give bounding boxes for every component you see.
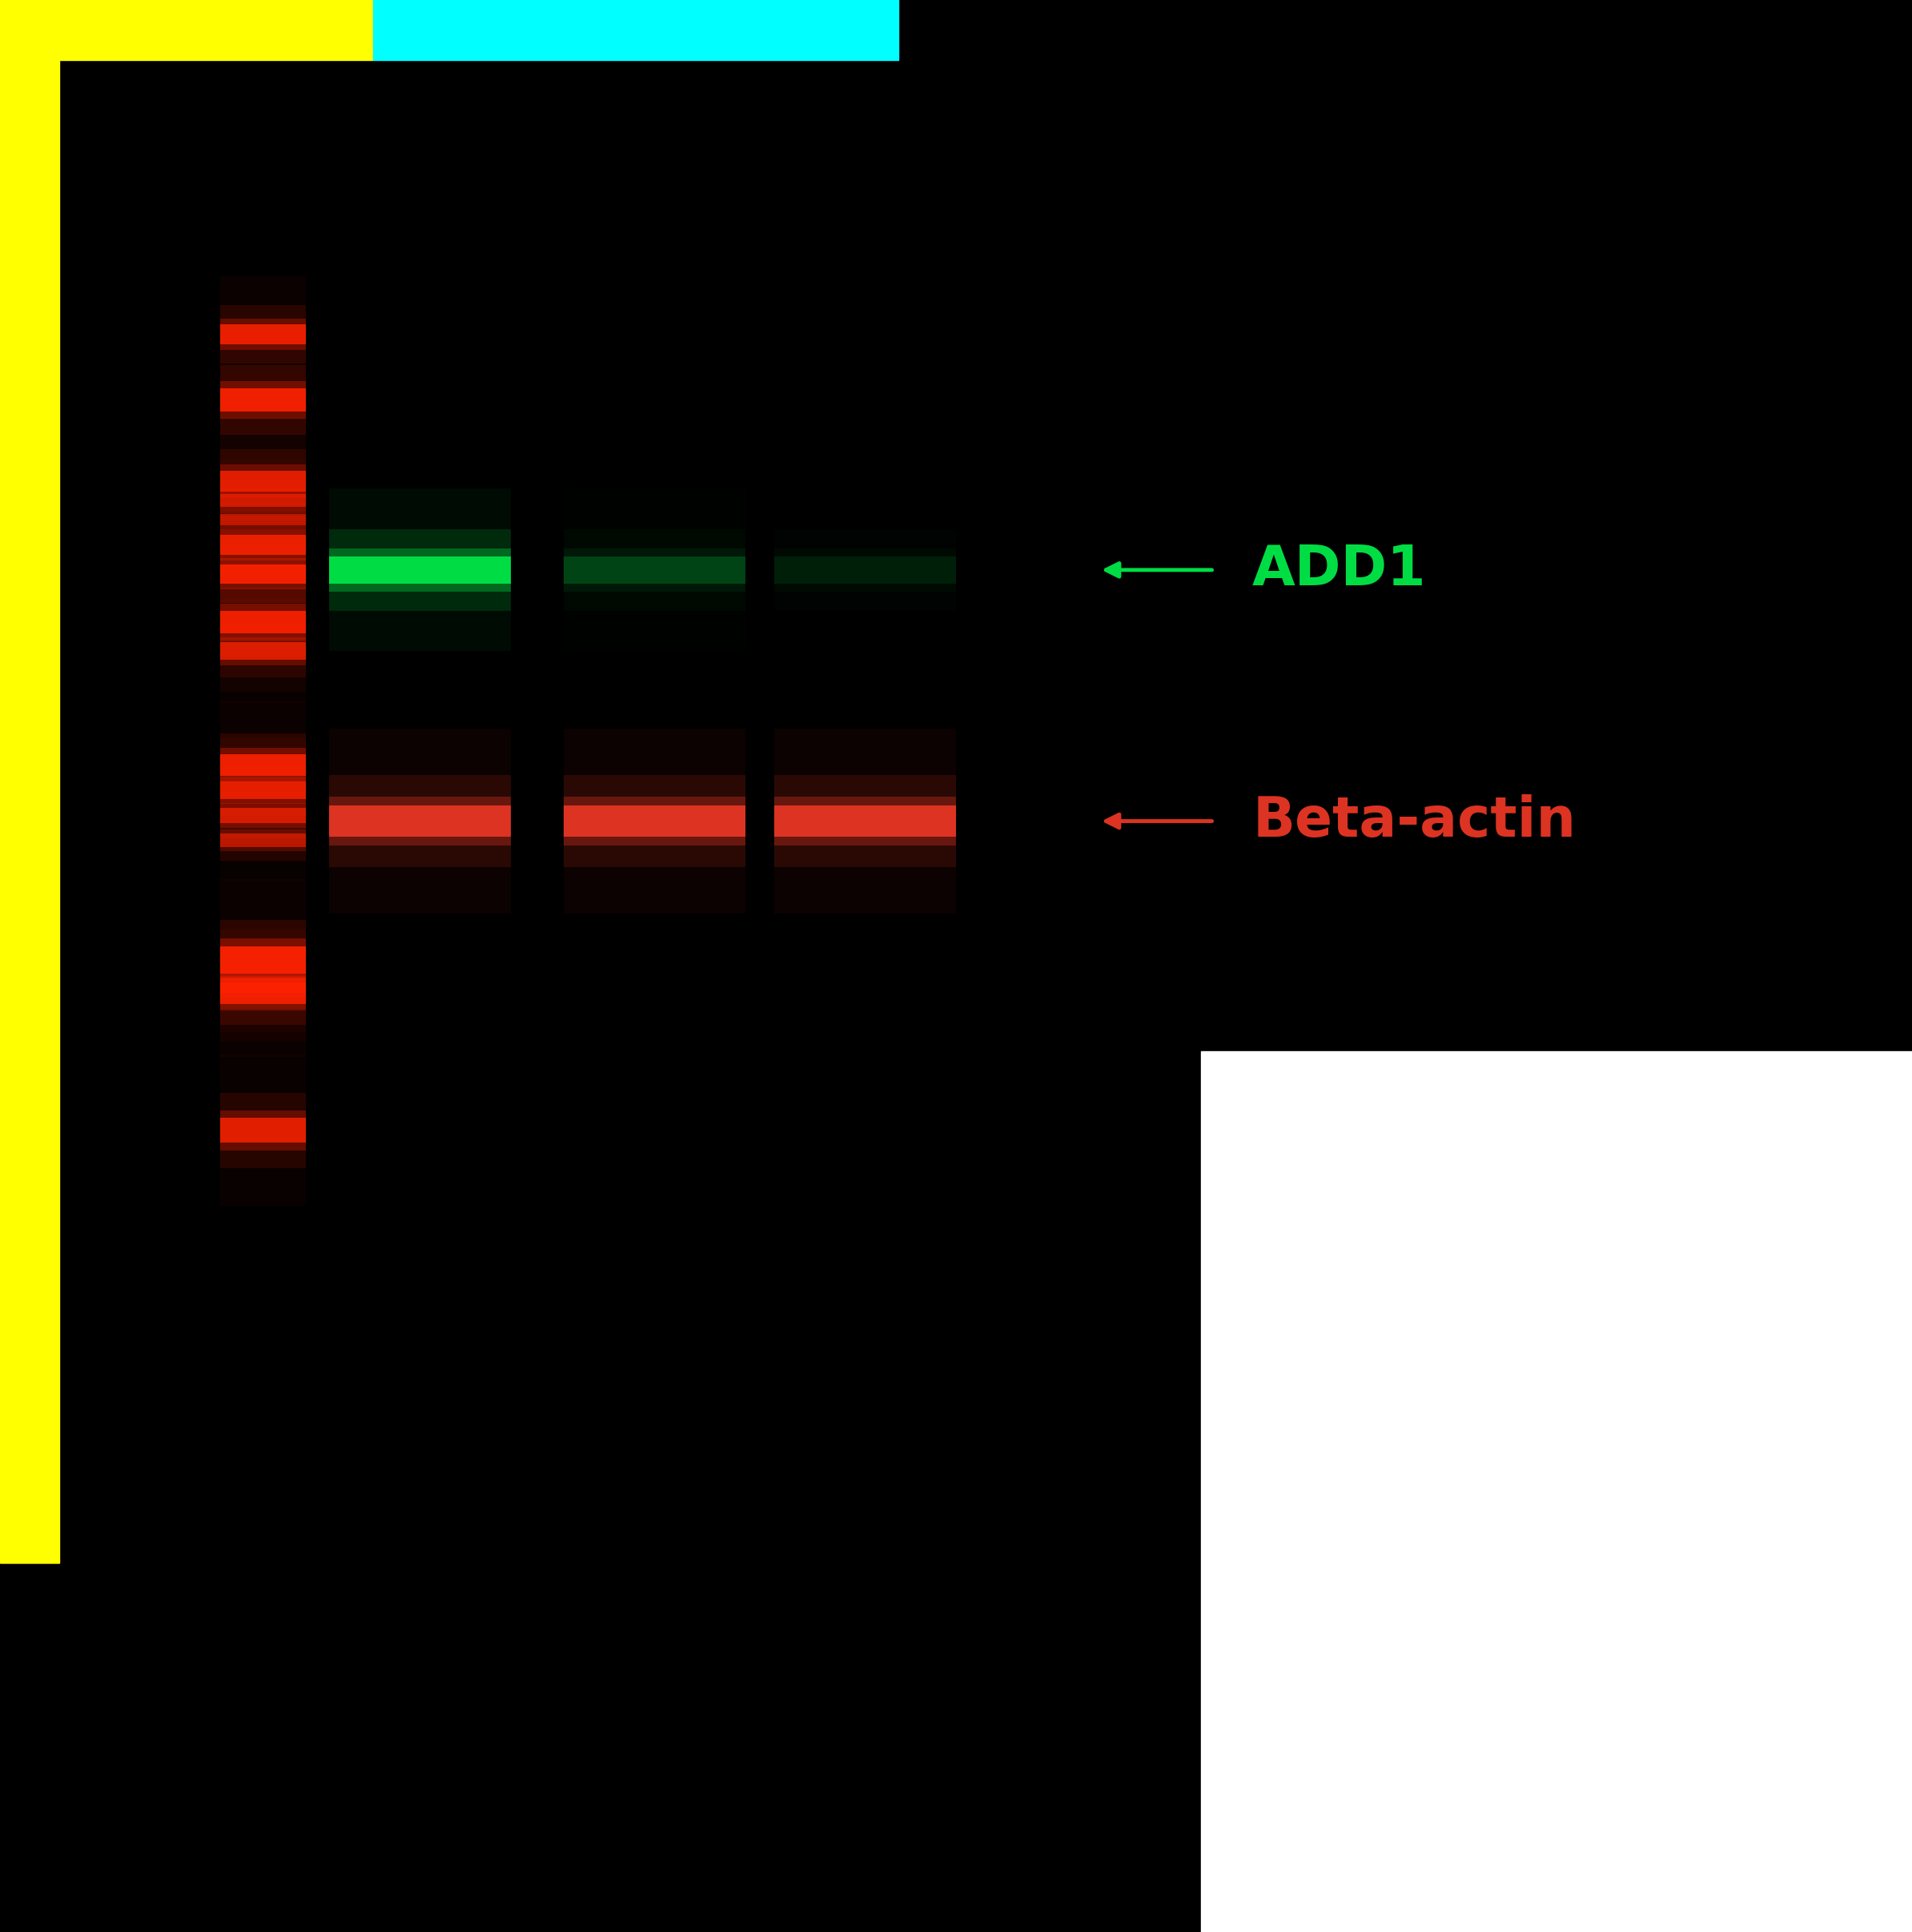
Bar <box>220 829 306 852</box>
Bar <box>220 489 306 512</box>
Bar <box>564 806 746 837</box>
Bar <box>220 1111 306 1150</box>
Bar <box>220 879 306 1041</box>
Bar <box>220 939 306 981</box>
Bar <box>220 599 306 703</box>
Bar <box>220 821 306 862</box>
Bar <box>329 728 511 914</box>
Bar <box>774 529 956 611</box>
Bar <box>220 516 306 574</box>
Bar <box>220 732 306 796</box>
Bar <box>220 1117 306 1144</box>
Bar <box>564 728 746 914</box>
Bar <box>329 549 511 591</box>
Bar <box>220 516 306 632</box>
Bar <box>220 978 306 993</box>
Bar <box>564 549 746 591</box>
Bar <box>220 947 306 974</box>
Bar <box>220 330 306 469</box>
Bar <box>220 558 306 589</box>
Bar <box>220 502 306 537</box>
Bar <box>774 796 956 846</box>
Bar <box>220 939 306 1032</box>
Bar <box>373 0 899 60</box>
Bar <box>220 535 306 554</box>
Bar <box>220 1094 306 1167</box>
Bar <box>220 641 306 661</box>
Bar <box>220 381 306 419</box>
Bar <box>564 796 746 846</box>
Bar <box>774 489 956 651</box>
Bar <box>220 962 306 1009</box>
Bar <box>220 611 306 634</box>
Bar <box>220 929 306 1057</box>
Bar <box>220 808 306 823</box>
Bar <box>220 792 306 838</box>
Bar <box>220 481 306 522</box>
Bar <box>220 804 306 827</box>
Bar <box>329 529 511 611</box>
Bar <box>220 748 306 782</box>
Bar <box>220 460 306 541</box>
Bar <box>220 701 306 829</box>
Bar <box>220 624 306 676</box>
Bar <box>774 806 956 837</box>
Bar <box>220 276 306 392</box>
Bar <box>220 835 306 846</box>
Bar <box>564 556 746 583</box>
Bar <box>220 545 306 603</box>
Bar <box>220 388 306 412</box>
Bar <box>220 800 306 881</box>
Bar <box>220 485 306 554</box>
Text: Beta-actin: Beta-actin <box>1252 794 1575 848</box>
Bar <box>220 603 306 641</box>
Bar <box>220 564 306 583</box>
Bar <box>220 510 306 529</box>
Bar <box>0 60 59 1563</box>
Bar <box>220 738 306 842</box>
Bar <box>220 365 306 435</box>
Bar <box>220 753 306 775</box>
Bar <box>220 487 306 603</box>
Bar <box>220 305 306 363</box>
Bar <box>220 781 306 800</box>
Bar <box>220 777 306 804</box>
Text: ADD1: ADD1 <box>1252 543 1426 597</box>
Bar <box>220 765 306 817</box>
Bar <box>329 796 511 846</box>
Bar <box>329 489 511 651</box>
Bar <box>564 775 746 867</box>
Bar <box>774 728 956 914</box>
Bar <box>0 0 373 60</box>
Bar <box>564 489 746 651</box>
Bar <box>329 775 511 867</box>
Bar <box>220 514 306 526</box>
Bar <box>220 464 306 498</box>
Bar <box>220 587 306 657</box>
Bar <box>220 920 306 1001</box>
Bar <box>220 1055 306 1206</box>
Bar <box>220 981 306 1005</box>
Bar <box>220 962 306 1026</box>
Bar <box>220 974 306 997</box>
Bar <box>220 319 306 350</box>
Bar <box>774 775 956 867</box>
Bar <box>329 556 511 583</box>
Bar <box>220 529 306 560</box>
Bar <box>220 469 306 491</box>
Bar <box>220 325 306 344</box>
Bar <box>220 553 306 692</box>
Bar <box>564 529 746 611</box>
Bar <box>220 638 306 665</box>
Bar <box>220 976 306 1010</box>
Bar <box>220 417 306 545</box>
Bar <box>774 556 956 583</box>
Bar <box>220 493 306 506</box>
Bar <box>329 806 511 837</box>
Bar <box>220 769 306 862</box>
Bar <box>1201 1051 1912 1932</box>
Bar <box>220 448 306 512</box>
Bar <box>774 549 956 591</box>
